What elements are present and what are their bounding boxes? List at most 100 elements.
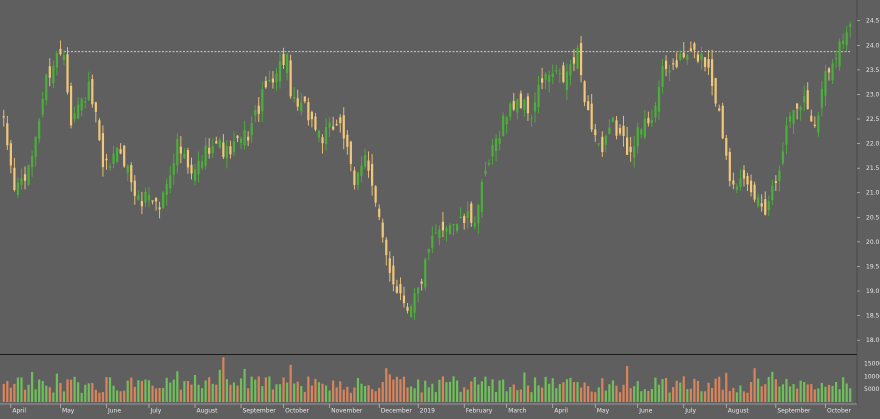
- volume-bar-up: [52, 392, 55, 402]
- candle-up: [502, 115, 505, 137]
- candle-up: [803, 96, 806, 103]
- candle-down: [519, 93, 522, 109]
- volume-bar-up: [530, 392, 533, 402]
- volume-bar-up: [491, 379, 494, 402]
- candle-up: [778, 170, 781, 182]
- volume-bar-up: [565, 379, 568, 402]
- volume-bar-down: [339, 381, 342, 402]
- candle-down: [66, 54, 69, 93]
- volume-bar-up: [834, 381, 838, 402]
- volume-bar-up: [767, 376, 770, 402]
- x-tick-label: 2019: [420, 408, 435, 415]
- candle-down: [622, 125, 625, 136]
- volume-bar-down: [725, 372, 728, 402]
- volume-bar-up: [108, 377, 112, 402]
- candle-down: [420, 281, 423, 284]
- candle-down: [399, 284, 402, 294]
- volume-bar-up: [661, 379, 664, 402]
- candle-up: [817, 115, 820, 133]
- volume-bar-down: [13, 383, 16, 402]
- candle-down: [222, 142, 225, 157]
- volume-bar-up: [739, 385, 742, 402]
- volume-bar-up: [137, 380, 140, 402]
- volume-bar-down: [98, 392, 101, 402]
- candle-down: [810, 115, 813, 122]
- volume-bar-down: [247, 388, 250, 402]
- candle-down: [760, 203, 763, 207]
- volume-bar-up: [286, 382, 289, 402]
- candle-up: [176, 138, 179, 166]
- volume-bar-down: [130, 377, 133, 402]
- candle-up: [477, 205, 480, 224]
- candle-up: [565, 71, 568, 91]
- volume-bar-up: [218, 369, 221, 402]
- candle-up: [165, 183, 168, 195]
- volume-bar-down: [703, 391, 707, 402]
- candle-up: [317, 130, 321, 138]
- candle-down: [133, 180, 136, 196]
- volume-bar-up: [424, 380, 427, 402]
- candle-down: [335, 124, 338, 126]
- volume-bar-down: [105, 377, 108, 402]
- candle-down: [367, 160, 370, 171]
- candle-down: [813, 124, 816, 126]
- candle-up: [456, 223, 459, 231]
- volume-bar-down: [264, 377, 267, 402]
- candle-down: [151, 200, 154, 202]
- volume-bar-up: [831, 385, 834, 402]
- volume-bar-up: [27, 384, 30, 402]
- candle-up: [558, 72, 561, 75]
- candle-down: [626, 137, 629, 155]
- volume-bar-down: [622, 384, 625, 402]
- candle-up: [498, 138, 501, 144]
- volume-bar-down: [711, 388, 714, 402]
- volume-bar-down: [402, 376, 406, 402]
- volume-bar-up: [20, 377, 23, 402]
- volume-bar-down: [140, 380, 143, 402]
- volume-bar-up: [268, 376, 271, 402]
- volume-bar-down: [303, 391, 306, 402]
- candle-down: [9, 143, 12, 166]
- volume-bar-up: [799, 380, 802, 402]
- volume-bar-down: [399, 379, 402, 402]
- volume-bar-up: [771, 371, 774, 402]
- volume-bar-up: [781, 384, 785, 402]
- candle-up: [679, 53, 682, 60]
- volume-bar-up: [197, 384, 200, 402]
- candle-up: [845, 32, 848, 46]
- candle-down: [764, 199, 767, 215]
- candle-up: [757, 197, 760, 207]
- candle-up: [654, 105, 657, 118]
- candle-up: [636, 126, 639, 147]
- candle-down: [647, 117, 650, 124]
- volume-bar-down: [335, 387, 338, 402]
- candle-up: [785, 125, 788, 145]
- candle-down: [6, 123, 9, 146]
- volume-bar-up: [413, 388, 416, 402]
- volume-bar-down: [186, 381, 190, 402]
- volume-bar-up: [261, 386, 264, 402]
- volume-bar-up: [183, 381, 186, 402]
- candle-up: [537, 84, 540, 108]
- volume-bar-up: [147, 380, 151, 402]
- candle-up: [197, 160, 200, 175]
- volume-bar-up: [16, 377, 20, 402]
- candle-down: [342, 115, 345, 139]
- candle-down: [693, 43, 696, 50]
- volume-bar-down: [342, 389, 345, 402]
- candle-up: [232, 141, 236, 153]
- candle-up: [62, 55, 66, 60]
- volume-bar-up: [558, 384, 561, 402]
- x-tick-label: March: [508, 408, 526, 415]
- candle-up: [172, 163, 175, 175]
- candle-up: [452, 224, 455, 226]
- candle-down: [374, 186, 377, 203]
- volume-bar-down: [310, 385, 313, 402]
- candle-up: [300, 102, 303, 112]
- candle-down: [69, 85, 73, 126]
- x-tick-label: April: [12, 408, 26, 415]
- candle-up: [126, 165, 129, 173]
